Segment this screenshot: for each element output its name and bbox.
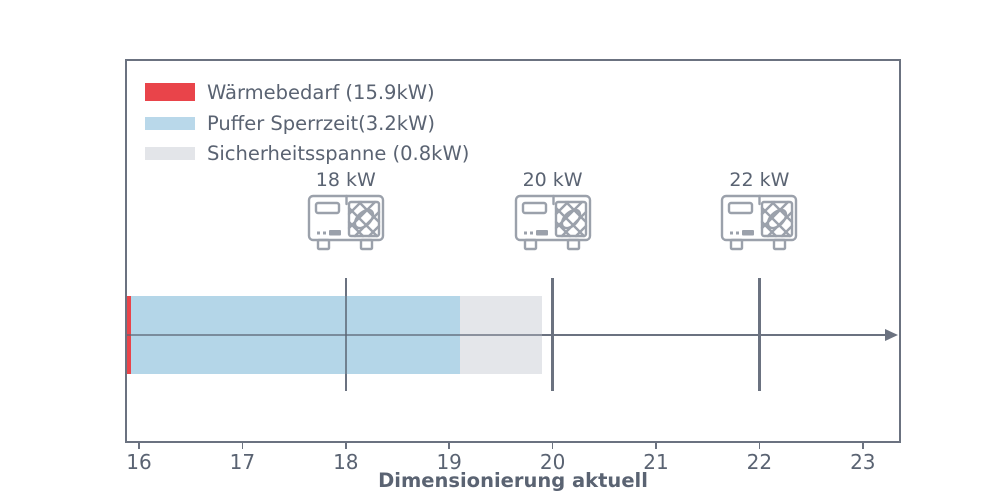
x-tick-label: 21 — [643, 450, 669, 474]
x-tick — [138, 443, 140, 449]
heat-pump-icon — [721, 194, 798, 251]
legend-item-waermebedarf: Wärmebedarf (15.9kW) — [145, 80, 435, 104]
marker-label: 18 kW — [315, 169, 376, 191]
x-tick-label: 16 — [126, 450, 152, 474]
marker-line-through-bar — [345, 296, 347, 374]
legend-label: Wärmebedarf (15.9kW) — [207, 80, 435, 104]
demand-arrow-head — [885, 329, 898, 341]
legend-item-puffer-sperrzeit: Puffer Sperrzeit(3.2kW) — [145, 111, 435, 135]
x-tick-label: 19 — [436, 450, 462, 474]
marker-group-22kw: 22 kW — [714, 168, 804, 391]
legend-swatch-puffer-sperrzeit — [145, 116, 195, 130]
x-tick-label: 18 — [333, 450, 359, 474]
marker-group-18kw: 18 kW — [301, 168, 391, 391]
x-tick — [655, 443, 657, 449]
x-tick — [862, 443, 864, 449]
plot-area — [125, 59, 901, 443]
marker-label: 20 kW — [522, 169, 583, 191]
x-tick-label: 22 — [746, 450, 773, 474]
marker-label: 22 kW — [729, 169, 790, 191]
legend-swatch-sicherheitsspanne — [145, 146, 195, 160]
heat-pump-icon — [307, 194, 384, 251]
x-tick — [241, 443, 244, 449]
demand-arrow-line-through-bar — [126, 334, 543, 336]
x-tick — [551, 443, 554, 449]
x-axis-label: Dimensionierung aktuell — [378, 469, 648, 492]
marker-group-20kw: 20 kW — [508, 168, 598, 391]
legend-label: Sicherheitsspanne (0.8kW) — [207, 141, 470, 165]
legend-swatch-waermebedarf — [145, 83, 195, 101]
x-tick — [448, 443, 450, 449]
legend-label: Puffer Sperrzeit(3.2kW) — [207, 111, 435, 135]
heat-pump-icon — [514, 194, 591, 251]
x-tick-label: 20 — [539, 450, 566, 474]
legend-item-sicherheitsspanne: Sicherheitsspanne (0.8kW) — [145, 141, 469, 165]
x-tick-label: 23 — [850, 450, 876, 474]
x-tick — [345, 443, 347, 449]
x-tick — [758, 443, 761, 449]
x-tick-label: 17 — [229, 450, 256, 474]
